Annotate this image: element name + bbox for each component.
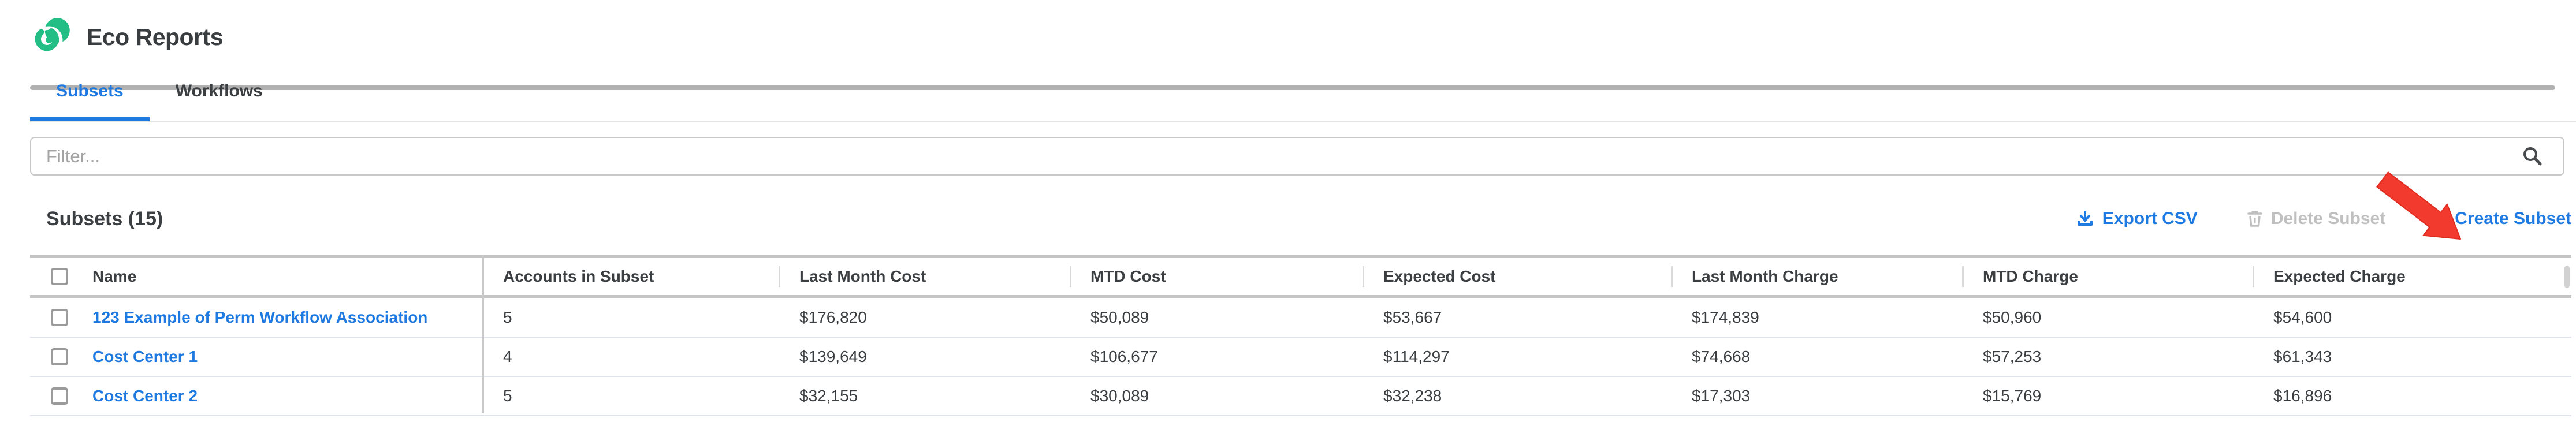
table-cell: $32,238 xyxy=(1383,387,1442,405)
eco-logo-icon xyxy=(35,18,70,54)
table-row: Cost Center 2 5 $32,155 $30,089 $32,238 $17,3… xyxy=(30,377,2571,416)
table-cell: $30,089 xyxy=(1090,387,1149,405)
filter-input[interactable] xyxy=(30,137,2564,176)
column-header-name[interactable]: Name xyxy=(30,258,482,295)
table-cell: $53,667 xyxy=(1383,308,1442,326)
column-header-accounts-in-subset[interactable]: Accounts in Subset xyxy=(503,267,654,285)
table-cell: $106,677 xyxy=(1090,348,1158,365)
delete-subset-button[interactable]: Delete Subset xyxy=(2247,209,2385,229)
table-cell: $61,343 xyxy=(2273,348,2332,365)
filter-bar xyxy=(30,137,2564,176)
section-title: Subsets (15) xyxy=(46,207,163,230)
column-header-expected-cost[interactable]: Expected Cost xyxy=(1363,258,1671,295)
vertical-scrollbar[interactable] xyxy=(2564,266,2570,288)
export-csv-button[interactable]: Export CSV xyxy=(2076,209,2198,229)
export-csv-label: Export CSV xyxy=(2102,209,2198,228)
column-header-last-month-cost[interactable]: Last Month Cost xyxy=(779,258,1070,295)
column-header-last-month-charge[interactable]: Last Month Charge xyxy=(1671,258,1962,295)
table-cell: 4 xyxy=(503,348,512,365)
table-cell: $176,820 xyxy=(799,308,867,326)
column-header-expected-charge[interactable]: Expected Charge xyxy=(2253,258,2571,295)
app-header: Eco Reports xyxy=(32,16,2576,58)
table-cell: $54,600 xyxy=(2273,308,2332,326)
row-checkbox[interactable] xyxy=(51,387,68,405)
subset-name-link[interactable]: Cost Center 2 xyxy=(92,387,198,405)
subsets-table: Name Accounts in Subset Last Month Cost MT… xyxy=(30,255,2571,416)
table-cell: $174,839 xyxy=(1692,308,1759,326)
eco-reports-page: Eco Reports Subsets Workflows Subsets (1… xyxy=(0,16,2576,448)
row-checkbox[interactable] xyxy=(51,309,68,326)
trash-icon xyxy=(2247,210,2263,228)
table-cell: $139,649 xyxy=(799,348,867,365)
tab-workflows[interactable]: Workflows xyxy=(175,81,263,100)
tab-subsets[interactable]: Subsets xyxy=(30,65,150,121)
table-row: Cost Center 1 4 $139,649 $106,677 $114,297 $7… xyxy=(30,338,2571,377)
table-cell: $114,297 xyxy=(1383,348,1450,365)
search-icon[interactable] xyxy=(2522,145,2543,166)
table-cell: $15,769 xyxy=(1983,387,2042,405)
table-cell: $17,303 xyxy=(1692,387,1751,405)
frozen-column-divider xyxy=(482,255,484,413)
download-icon xyxy=(2076,210,2094,228)
plus-icon: + xyxy=(2434,207,2447,230)
table-cell: $74,668 xyxy=(1692,348,1751,365)
delete-subset-label: Delete Subset xyxy=(2270,209,2386,228)
table-cell: $32,155 xyxy=(799,387,858,405)
table-cell: 5 xyxy=(503,308,512,326)
table-header-row: Name Accounts in Subset Last Month Cost MT… xyxy=(30,255,2571,298)
table-cell: $50,089 xyxy=(1090,308,1149,326)
table-cell: $57,253 xyxy=(1983,348,2042,365)
table-row: 123 Example of Perm Workflow Association… xyxy=(30,298,2571,338)
table-cell: $50,960 xyxy=(1983,308,2042,326)
create-subset-button[interactable]: + Create Subset xyxy=(2434,208,2571,229)
column-header-mtd-charge[interactable]: MTD Charge xyxy=(1962,258,2253,295)
horizontal-scrollbar[interactable] xyxy=(30,85,2555,90)
section-header: Subsets (15) Export CSV xyxy=(30,204,2571,233)
row-checkbox[interactable] xyxy=(51,348,68,365)
column-header-label: Name xyxy=(92,267,137,285)
tab-bar: Subsets Workflows xyxy=(30,65,2576,122)
table-cell: 5 xyxy=(503,387,512,405)
name-cell: Cost Center 1 xyxy=(30,338,482,376)
name-cell: 123 Example of Perm Workflow Association xyxy=(30,298,482,337)
table-body: 123 Example of Perm Workflow Association… xyxy=(30,298,2571,416)
name-cell: Cost Center 2 xyxy=(30,377,482,415)
select-all-checkbox[interactable] xyxy=(51,268,68,285)
subset-name-link[interactable]: 123 Example of Perm Workflow Association xyxy=(92,308,428,326)
column-header-mtd-cost[interactable]: MTD Cost xyxy=(1070,258,1363,295)
create-subset-label: Create Subset xyxy=(2455,209,2571,228)
table-cell: $16,896 xyxy=(2273,387,2332,405)
page-title: Eco Reports xyxy=(87,23,224,50)
action-links: Export CSV Delete Subset + Create Subset xyxy=(2076,208,2571,229)
subset-name-link[interactable]: Cost Center 1 xyxy=(92,348,198,365)
